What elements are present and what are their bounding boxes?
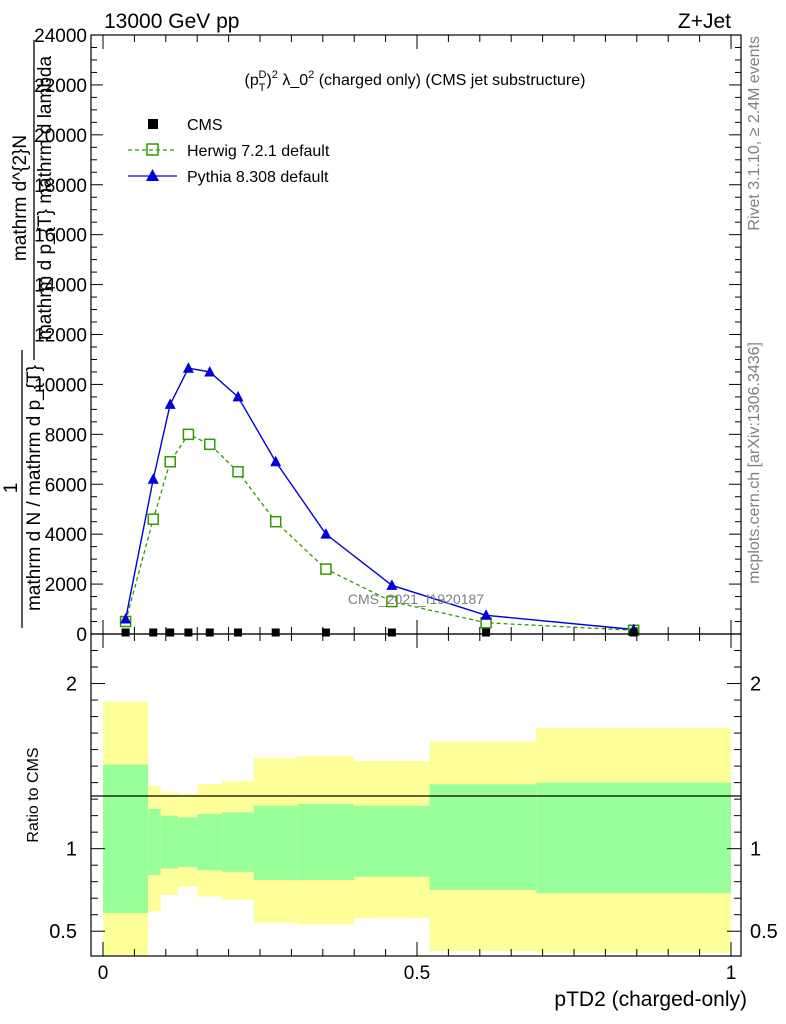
- ratio-band-inner: [354, 805, 430, 877]
- pythia-point: [320, 528, 332, 539]
- pythia-point: [120, 613, 132, 624]
- cms-point: [121, 628, 130, 637]
- pythia-point: [164, 398, 176, 409]
- xtick-label: 0.5: [404, 963, 430, 984]
- xlabel: pTD2 (charged-only): [554, 988, 747, 1011]
- xtick-label: 0: [98, 963, 109, 984]
- watermark: CMS_2021_I1920187: [348, 591, 484, 607]
- herwig-point: [320, 563, 332, 575]
- ratio-band-inner: [160, 815, 179, 869]
- cms-point: [629, 628, 638, 637]
- main-ticks: 0 2000 4000 6000 8000 10000 12000 14000 16000 180…: [34, 26, 741, 646]
- cms-point: [321, 628, 330, 637]
- herwig-point: [386, 595, 398, 608]
- ratio-band-inner: [429, 784, 537, 890]
- main-ytick-label: 24000: [34, 26, 87, 47]
- pythia-point: [147, 473, 159, 484]
- ylabel-line-1: mathrm d^{2}N: [10, 135, 31, 261]
- main-ytick-label: 20000: [34, 126, 87, 147]
- ratio-ytick-label-left: 0.5: [49, 921, 77, 943]
- legend-cms-marker: [148, 119, 158, 129]
- main-ytick-label: 6000: [45, 475, 87, 496]
- herwig-point: [164, 456, 176, 468]
- pythia-point: [204, 365, 216, 377]
- energy-label: 13000 GeV pp: [104, 10, 239, 33]
- ratio-ticks: 0.5 0.5 1 1 2 2 0 0.5 1: [49, 634, 778, 984]
- ratio-band-inner: [297, 804, 355, 881]
- herwig-point: [204, 438, 216, 451]
- main-marks: [119, 362, 640, 637]
- herwig-point: [232, 466, 244, 478]
- legend-pythia-marker: [146, 169, 159, 181]
- herwig-point: [269, 515, 282, 528]
- legend-pythia-label: Pythia 8.308 default: [187, 169, 329, 186]
- cms-point: [482, 628, 491, 637]
- pythia-point: [232, 390, 244, 402]
- main-ytick-label: 18000: [34, 176, 87, 197]
- main-ytick-label: 2000: [45, 575, 87, 596]
- ratio-bands: [103, 701, 731, 956]
- legend-cms-label: CMS: [187, 117, 223, 134]
- cms-point: [271, 628, 280, 637]
- rivet-label: Rivet 3.1.10, ≥ 2.4M events: [746, 36, 763, 231]
- ratio-band-inner: [197, 813, 223, 871]
- main-ytick-label: 0: [76, 625, 87, 646]
- ratio-band-inner: [253, 805, 298, 881]
- cms-point: [149, 628, 158, 637]
- pythia-point: [270, 455, 282, 467]
- herwig-point: [182, 428, 195, 441]
- ratio-ytick-label-right: 2: [750, 674, 761, 696]
- cms-point: [184, 628, 193, 637]
- main-ytick-label: 10000: [34, 375, 87, 396]
- main-ytick-label: 22000: [34, 76, 87, 97]
- main-ytick-label: 8000: [45, 425, 87, 446]
- main-ytick-label: 12000: [34, 326, 87, 347]
- main-ytick-label: 16000: [34, 226, 87, 247]
- main-ytick-label: 14000: [34, 276, 87, 297]
- pythia-point: [480, 609, 492, 620]
- herwig-point: [147, 513, 159, 525]
- xtick-label: 1: [726, 963, 737, 984]
- ratio-ylabel: Ratio to CMS: [25, 747, 42, 842]
- legend-herwig-marker: [146, 143, 159, 156]
- cms-point: [205, 628, 214, 637]
- ratio-ytick-label-right: 1: [750, 839, 761, 861]
- ratio-frame: [90, 633, 742, 957]
- main-ytick-label: 4000: [45, 525, 87, 546]
- mcplots-label: mcplots.cern.ch [arXiv:1306.3436]: [746, 342, 763, 584]
- ratio-panel: 0.5 0.5 1 1 2 2 0 0.5 1 Ratio to CMS pTD2 (charg…: [25, 633, 778, 1011]
- main-panel: CMS_2021_I1920187 0 2000 4000 6000 8000 10000…: [1, 26, 742, 646]
- ylabel-line-3: 1: [1, 483, 22, 494]
- ylabel-line-2: mathrm d p_{T} mathrm d lambda: [35, 56, 56, 340]
- ratio-band-inner: [178, 817, 198, 867]
- cms-point: [234, 628, 243, 637]
- ratio-ytick-label-right: 0.5: [750, 921, 778, 943]
- ratio-ytick-label-left: 2: [66, 674, 77, 696]
- ratio-band-inner: [148, 809, 161, 876]
- main-ylabel: mathrm d^{2}N mathrm d p_{T} mathrm d la…: [1, 40, 56, 628]
- process-label: Z+Jet: [678, 10, 731, 33]
- cms-point: [387, 628, 396, 637]
- ratio-band-inner: [536, 782, 731, 894]
- ratio-band-inner: [103, 764, 149, 914]
- legend: CMS Herwig 7.2.1 default Pythia 8.308 de…: [128, 117, 330, 186]
- pythia-point: [182, 362, 194, 373]
- main-title: (pTD)2 λ_02 (charged only) (CMS jet subs…: [245, 69, 586, 94]
- legend-herwig-label: Herwig 7.2.1 default: [187, 143, 330, 160]
- ratio-band-inner: [222, 812, 254, 872]
- pythia-point: [386, 579, 398, 590]
- ratio-ytick-label-left: 1: [66, 839, 77, 861]
- ylabel-line-4: mathrm d N / mathrm d p_{T}: [24, 365, 45, 611]
- cms-point: [166, 628, 175, 637]
